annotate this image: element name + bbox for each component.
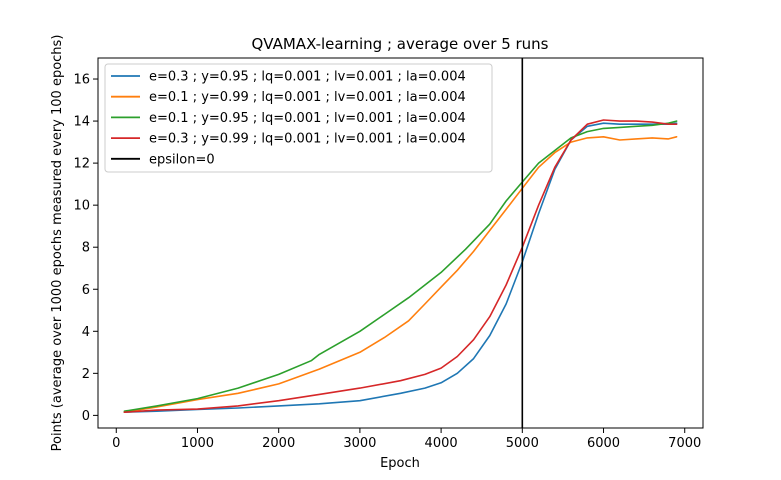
x-tick-label: 5000	[506, 436, 539, 451]
y-tick-label: 6	[82, 283, 90, 298]
y-tick-label: 12	[73, 157, 90, 172]
x-axis-label: Epoch	[380, 456, 420, 471]
y-tick-label: 10	[73, 199, 90, 214]
legend: e=0.3 ; y=0.95 ; lq=0.001 ; lv=0.001 ; l…	[104, 63, 493, 173]
y-axis: 0 2 4 6 8 10 12 14 16	[73, 73, 98, 424]
y-tick-label: 4	[82, 325, 90, 340]
x-tick-label: 4000	[425, 436, 458, 451]
series-line-2	[123, 136, 678, 414]
x-tick-label: 6000	[587, 436, 620, 451]
legend-label: e=0.3 ; y=0.95 ; lq=0.001 ; lv=0.001 ; l…	[149, 70, 466, 85]
x-tick-label: 3000	[343, 436, 376, 451]
series-line-3	[123, 120, 678, 413]
legend-label: epsilon=0	[149, 152, 215, 167]
y-tick-label: 0	[82, 409, 90, 424]
x-tick-label: 7000	[668, 436, 701, 451]
legend-label: e=0.3 ; y=0.99 ; lq=0.001 ; lv=0.001 ; l…	[149, 132, 466, 147]
series-line-4	[123, 119, 678, 414]
x-tick-label: 1000	[181, 436, 214, 451]
x-tick-label: 0	[112, 436, 120, 451]
series-lines	[123, 119, 678, 414]
series-line-1	[123, 122, 678, 414]
legend-label: e=0.1 ; y=0.99 ; lq=0.001 ; lv=0.001 ; l…	[149, 90, 466, 105]
chart-title: QVAMAX-learning ; average over 5 runs	[252, 35, 549, 53]
y-tick-label: 16	[73, 73, 90, 88]
x-tick-label: 2000	[262, 436, 295, 451]
x-axis: 0 1000 2000 3000 4000 5000 6000 7000	[112, 428, 701, 451]
y-tick-label: 8	[82, 241, 90, 256]
y-tick-label: 2	[82, 367, 90, 382]
legend-box	[104, 63, 493, 173]
y-axis-label: Points (average over 1000 epochs measure…	[50, 35, 65, 452]
plot-area	[97, 57, 704, 429]
plot-frame	[97, 57, 704, 429]
y-tick-label: 14	[73, 115, 90, 130]
legend-label: e=0.1 ; y=0.95 ; lq=0.001 ; lv=0.001 ; l…	[149, 111, 466, 126]
